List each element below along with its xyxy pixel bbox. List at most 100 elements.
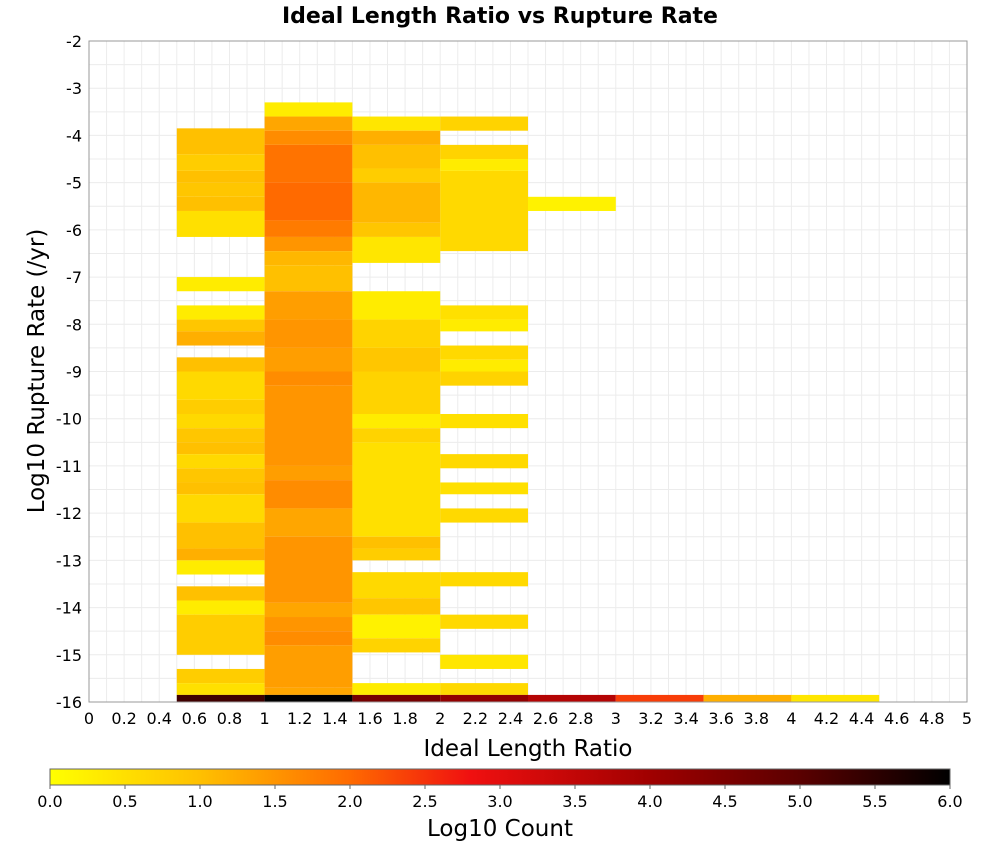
colorbar-tick-label: 4.0 xyxy=(637,792,662,811)
heatmap-cell xyxy=(352,548,441,561)
heatmap-cell xyxy=(176,614,265,655)
heatmap-cell xyxy=(264,631,353,646)
heatmap-cell xyxy=(264,508,353,537)
y-tick-label: -15 xyxy=(56,646,82,665)
x-tick-label: 3.8 xyxy=(744,709,769,728)
x-tick-label: 1.2 xyxy=(287,709,312,728)
heatmap-cell xyxy=(176,442,265,455)
heatmap-cell xyxy=(352,428,441,443)
colorbar-tick-label: 1.5 xyxy=(262,792,287,811)
heatmap-cell xyxy=(264,687,353,695)
x-tick-label: 0.8 xyxy=(217,709,242,728)
heatmap-cell xyxy=(440,694,528,702)
heatmap-cell xyxy=(440,359,528,372)
colorbar-tick-label: 1.0 xyxy=(187,792,212,811)
heatmap-cell xyxy=(440,413,528,429)
x-tick-label: 4.8 xyxy=(919,709,944,728)
plot-frame xyxy=(88,40,968,703)
x-tick-label: 2.8 xyxy=(568,709,593,728)
y-tick-label: -14 xyxy=(56,599,82,618)
heatmap-cell xyxy=(352,638,441,653)
heatmap-cell xyxy=(264,319,353,348)
heatmap-cell xyxy=(264,536,353,603)
heatmap-cell xyxy=(176,413,265,429)
heatmap-cell xyxy=(176,494,265,523)
heatmap-cell xyxy=(264,265,353,292)
heatmap-cell xyxy=(264,291,353,320)
heatmap-cell xyxy=(352,168,441,183)
heatmap-cell xyxy=(176,548,265,561)
x-tick-label: 0 xyxy=(84,709,94,728)
colorbar-label: Log10 Count xyxy=(427,816,573,842)
colorbar-tick-label: 5.5 xyxy=(862,792,887,811)
heatmap-cell xyxy=(528,196,616,211)
heatmap-cell xyxy=(264,694,353,702)
heatmap-cell xyxy=(440,144,528,160)
y-axis-ticks: -2 -3 -4 -5 -6 -7 -8 -9 -10 -11 -12 -13 -14 -15 -16 xyxy=(56,32,82,712)
heatmap-cell xyxy=(264,480,353,509)
x-tick-label: 2.2 xyxy=(463,709,488,728)
colorbar-ticks: 0.0 0.5 1.0 1.5 2.0 2.5 3.0 3.5 4.0 4.5 5.0 5.5 6.0 xyxy=(37,785,963,811)
colorbar-tick-label: 2.5 xyxy=(412,792,437,811)
heatmap-cell xyxy=(264,251,353,266)
colorbar-tick-label: 0.5 xyxy=(112,792,137,811)
x-tick-label: 1.4 xyxy=(322,709,347,728)
colorbar-tick-label: 2.0 xyxy=(337,792,362,811)
x-tick-label: 0.4 xyxy=(147,709,172,728)
heatmap-cell xyxy=(352,236,441,263)
heatmap-cell xyxy=(264,182,353,221)
colorbar-tick-label: 0.0 xyxy=(37,792,62,811)
heatmap-cell xyxy=(176,196,265,211)
x-tick-label: 1.8 xyxy=(392,709,417,728)
heatmap-cell xyxy=(176,277,265,292)
y-tick-label: -6 xyxy=(66,221,82,240)
x-axis-label: Ideal Length Ratio xyxy=(423,736,632,762)
y-tick-label: -11 xyxy=(56,457,82,476)
x-tick-label: 2.4 xyxy=(498,709,523,728)
heatmap-cell xyxy=(176,305,265,320)
heatmap-cell xyxy=(440,345,528,360)
heatmap-cell xyxy=(352,572,441,599)
heatmap-cell xyxy=(176,319,265,332)
heatmap-cell xyxy=(176,170,265,183)
x-tick-label: 0.6 xyxy=(182,709,207,728)
heatmap-cell xyxy=(615,694,704,702)
heatmap-cell xyxy=(352,442,441,537)
y-tick-label: -16 xyxy=(56,693,82,712)
y-tick-label: -5 xyxy=(66,174,82,193)
heatmap-cell xyxy=(176,331,265,346)
heatmap-cell xyxy=(176,428,265,443)
heatmap-cell xyxy=(528,694,616,702)
heatmap-cell xyxy=(791,694,880,702)
heatmap-cell xyxy=(176,522,265,549)
x-tick-label: 4.6 xyxy=(884,709,909,728)
x-tick-label: 2.6 xyxy=(533,709,558,728)
heatmap-cell xyxy=(440,508,528,523)
heatmap-cell xyxy=(440,170,528,252)
y-tick-label: -8 xyxy=(66,315,82,334)
heatmap-cell xyxy=(176,399,265,414)
heatmap-cells xyxy=(176,102,880,702)
heatmap-cell xyxy=(440,572,528,587)
x-axis-ticks: 0 0.2 0.4 0.6 0.8 1 1.2 1.4 1.6 1.8 2 2.2 2.4 2.6 2.8 3… xyxy=(84,709,972,728)
heatmap-cell xyxy=(176,182,265,197)
colorbar-tick-label: 6.0 xyxy=(937,792,962,811)
heatmap-cell xyxy=(440,454,528,469)
heatmap-cell xyxy=(352,291,441,320)
colorbar-tick-label: 5.0 xyxy=(787,792,812,811)
heatmap-cell xyxy=(352,144,441,169)
heatmap-cell xyxy=(176,683,265,695)
heatmap-cell xyxy=(440,116,528,131)
x-tick-label: 1.6 xyxy=(357,709,382,728)
x-tick-label: 4.2 xyxy=(814,709,839,728)
heatmap-cell xyxy=(264,236,353,252)
heatmap-cell xyxy=(264,385,353,466)
heatmap-cell xyxy=(440,683,528,695)
heatmap-cell xyxy=(264,602,353,618)
heatmap-cell xyxy=(176,694,265,702)
heatmap-cell xyxy=(440,159,528,171)
y-tick-label: -12 xyxy=(56,504,82,523)
x-tick-label: 0.2 xyxy=(111,709,136,728)
heatmap-cell xyxy=(176,668,265,684)
